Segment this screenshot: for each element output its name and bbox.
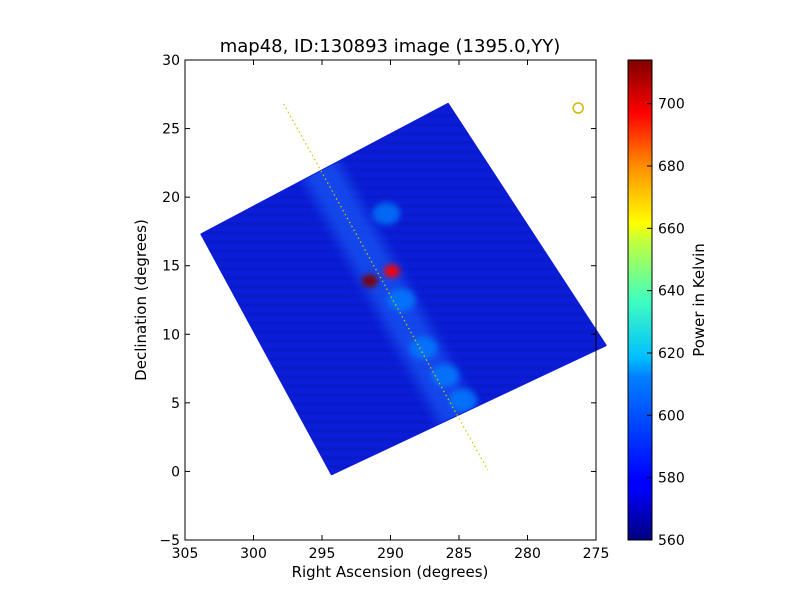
y-tick-label: 15 xyxy=(162,259,180,275)
colorbar-tick-label: 700 xyxy=(658,97,685,113)
map-stripe xyxy=(201,447,596,451)
colorbar-tick-label: 600 xyxy=(658,408,685,424)
chart-title: map48, ID:130893 image (1395.0,YY) xyxy=(220,36,561,57)
x-tick-label: 290 xyxy=(377,546,404,562)
map-stripe xyxy=(201,132,596,136)
marker-circle xyxy=(572,102,584,114)
map-stripe xyxy=(201,141,596,145)
map-stripe xyxy=(201,240,596,244)
map-stripe xyxy=(201,375,596,379)
x-tick-label: 285 xyxy=(446,546,473,562)
map-stripe xyxy=(201,249,596,253)
x-tick-label: 275 xyxy=(583,546,610,562)
x-axis: 305 300 295 290 285 280 275 xyxy=(172,60,610,562)
colorbar-tick-label: 560 xyxy=(658,533,685,549)
map-stripe xyxy=(201,420,596,424)
colorbar-tick-label: 660 xyxy=(658,221,685,237)
colorbar-gradient xyxy=(627,59,653,541)
map-stripe xyxy=(185,78,596,82)
y-axis-label: Declination (degrees) xyxy=(132,219,150,381)
hotspot xyxy=(431,364,460,387)
map-texture xyxy=(185,69,596,532)
map-stripe xyxy=(201,231,596,235)
colorbar-ticks: 560 580 600 620 640 660 680 700 xyxy=(647,97,685,549)
map-stripe xyxy=(201,402,596,406)
map-stripe xyxy=(201,159,596,163)
hotspot xyxy=(449,388,478,412)
x-tick-label: 300 xyxy=(240,546,267,562)
colorbar-tick-label: 620 xyxy=(658,346,685,362)
map-stripe xyxy=(201,195,596,199)
map-stripe xyxy=(185,528,596,532)
y-tick-label: 10 xyxy=(162,327,180,343)
map-stripe xyxy=(201,204,596,208)
map-stripe xyxy=(201,465,596,469)
colorbar-tick-label: 680 xyxy=(658,159,685,175)
sky-map xyxy=(185,69,607,532)
colorbar: 560 580 600 620 640 660 680 700 Power in Kelvin xyxy=(627,59,708,549)
map-stripe xyxy=(201,429,596,433)
map-stripe xyxy=(185,69,596,73)
map-stripe xyxy=(201,474,596,475)
map-stripe xyxy=(201,393,596,397)
hotspot xyxy=(383,264,400,278)
map-stripe xyxy=(185,501,596,505)
y-tick-label: 0 xyxy=(171,464,180,480)
hotspot xyxy=(361,274,378,288)
colorbar-label: Power in Kelvin xyxy=(690,243,708,357)
map-stripe xyxy=(201,177,596,181)
colorbar-tick-label: 640 xyxy=(658,284,685,300)
map-stripe xyxy=(201,168,596,172)
map-stripe xyxy=(185,483,596,487)
map-stripe xyxy=(201,186,596,190)
hotspot xyxy=(387,288,416,312)
map-stripe xyxy=(201,114,596,118)
map-stripe xyxy=(201,438,596,442)
map-stripe xyxy=(201,348,596,352)
x-tick-label: 295 xyxy=(309,546,336,562)
x-tick-label: 305 xyxy=(172,546,199,562)
map-stripe xyxy=(185,96,596,100)
hotspot xyxy=(409,336,438,360)
y-tick-label: 20 xyxy=(162,190,180,206)
map-stripe xyxy=(201,456,596,460)
map-stripe xyxy=(185,492,596,496)
y-tick-label: −5 xyxy=(159,533,180,549)
map-stripe xyxy=(185,510,596,514)
y-axis: −5 0 5 10 15 20 25 30 xyxy=(159,53,596,549)
map-stripe xyxy=(201,357,596,361)
x-tick-label: 280 xyxy=(514,546,541,562)
colorbar-tick-label: 580 xyxy=(658,471,685,487)
y-tick-label: 5 xyxy=(171,396,180,412)
y-tick-label: 25 xyxy=(162,122,180,138)
x-axis-label: Right Ascension (degrees) xyxy=(292,563,489,581)
map-stripe xyxy=(185,87,596,91)
map-stripe xyxy=(201,384,596,388)
map-stripe xyxy=(201,105,596,109)
map-stripe xyxy=(185,519,596,523)
map-stripe xyxy=(201,366,596,370)
map-stripe xyxy=(201,411,596,415)
hotspot xyxy=(372,202,401,225)
map-stripe xyxy=(201,258,596,262)
y-tick-label: 30 xyxy=(162,53,180,69)
map-stripe xyxy=(201,123,596,127)
map-stripe xyxy=(201,339,596,343)
map-stripe xyxy=(201,150,596,154)
map-stripe xyxy=(201,222,596,226)
